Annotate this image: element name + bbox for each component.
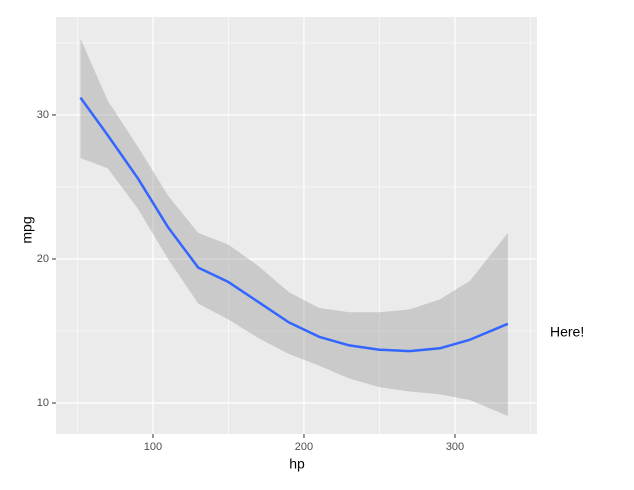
- annotation: Here!: [550, 324, 584, 340]
- y-tick-label: 20: [37, 253, 49, 265]
- x-tick-label: 100: [144, 441, 162, 453]
- smooth-line: [79, 96, 509, 353]
- x-tick-label: 300: [446, 441, 464, 453]
- confidence-band: [80, 38, 508, 416]
- panel: [56, 17, 537, 434]
- x-axis-title: hp: [289, 456, 305, 472]
- y-tick-label: 30: [37, 109, 49, 121]
- y-tick-label: 10: [37, 397, 49, 409]
- y-axis-title: mpg: [19, 216, 35, 243]
- x-tick-label: 200: [295, 441, 313, 453]
